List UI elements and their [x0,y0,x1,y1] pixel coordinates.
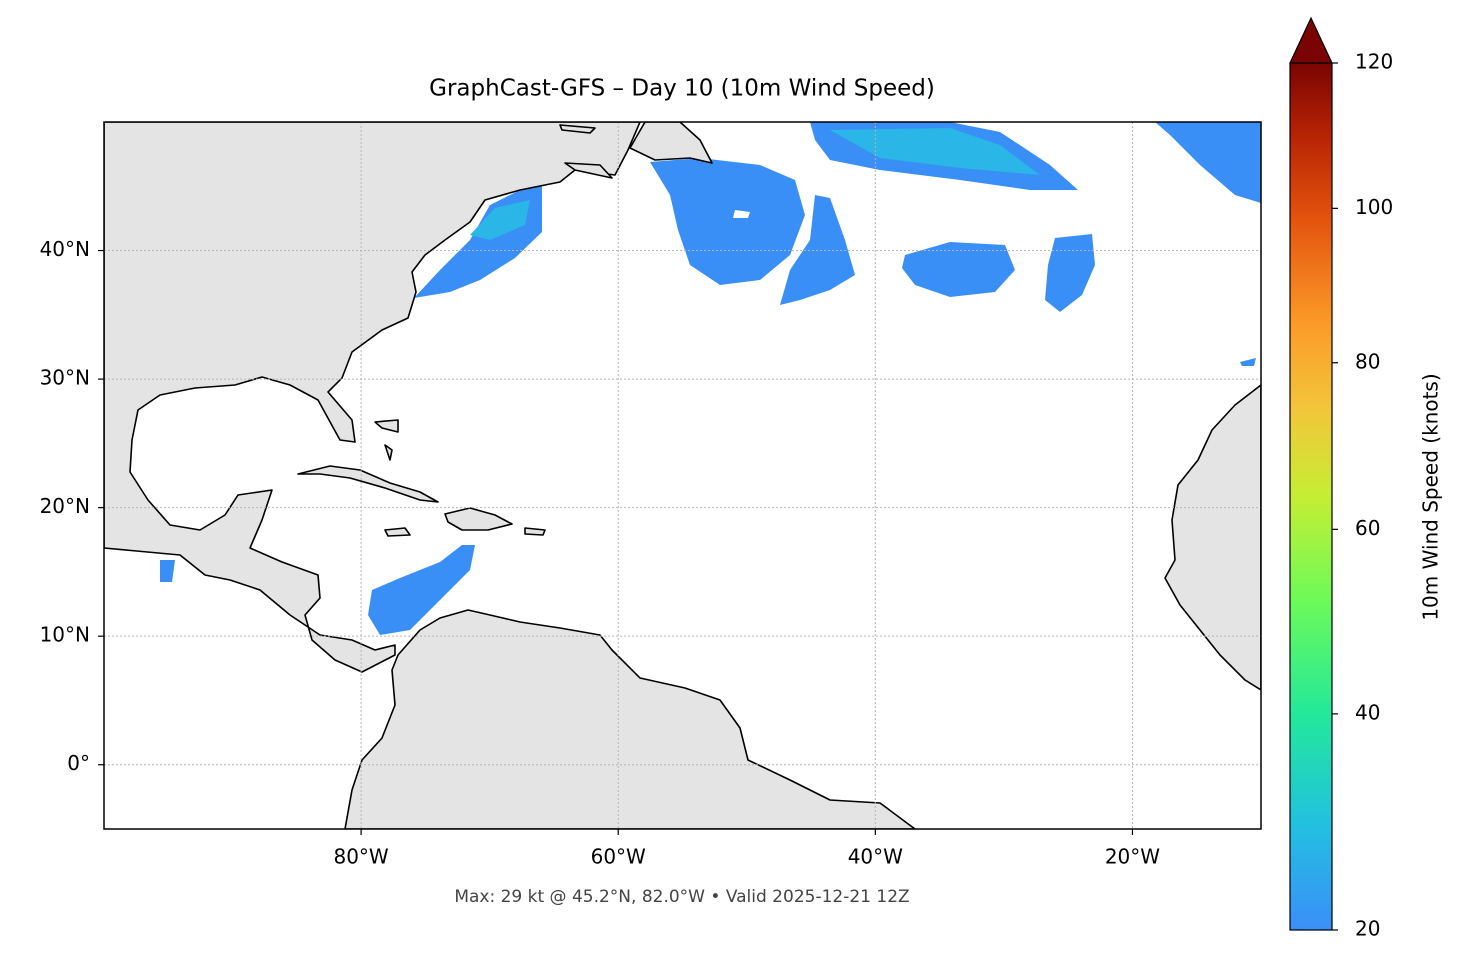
islands [374,419,546,537]
wind-area [902,242,1015,297]
colorbar-label: 10m Wind Speed (knots) [1419,373,1443,620]
colorbar-tick-label: 20 [1355,917,1380,941]
colorbar-tick-label: 40 [1355,700,1380,724]
wind-area [1155,122,1261,203]
colorbar-tick-label: 60 [1355,516,1380,540]
colorbar-tick-label: 120 [1355,50,1393,74]
colorbar: 10m Wind Speed (knots) 20 40 60 80 100 120 [1289,16,1443,941]
x-tick-label: 80°W [333,845,388,869]
colorbar-tick-label: 100 [1355,195,1393,219]
wind-core [830,128,1040,175]
x-tick-label: 20°W [1105,845,1160,869]
y-tick-label: 30°N [40,366,90,390]
land [104,122,1261,829]
wind-core [470,200,530,240]
wind-area [650,158,805,285]
wind-area [1045,234,1095,312]
x-tick-label: 40°W [848,845,903,869]
y-tick-label: 40°N [40,237,90,261]
hispaniola [444,507,513,531]
y-tick-label: 0° [67,751,90,775]
cuba [297,465,439,503]
islands [559,122,713,179]
map-frame [103,121,1262,830]
colorbar-tick-label: 80 [1355,349,1380,373]
wind-field [160,122,1261,635]
north-central-america [104,122,641,673]
map-area [104,122,1261,829]
grid [104,122,1261,829]
map-title: GraphCast-GFS – Day 10 (10m Wind Speed) [429,76,935,102]
x-tick-label: 60°W [591,845,646,869]
colorbar-ramp [1289,62,1333,931]
africa [1164,384,1261,691]
wind-area [780,195,855,305]
footer-note: Max: 29 kt @ 45.2°N, 82.0°W • Valid 2025… [454,887,909,907]
y-tick-label: 20°N [40,494,90,518]
y-tick-label: 10°N [40,623,90,647]
axes: 80°W 60°W 40°W 20°W 0° 10°N 20°N 30°N 40°N [40,237,1161,868]
colorbar-extend-arrow [1289,16,1333,64]
wind-area [368,545,475,635]
south-america [344,609,916,829]
